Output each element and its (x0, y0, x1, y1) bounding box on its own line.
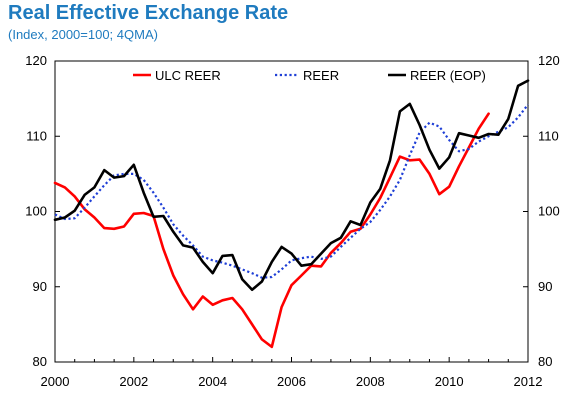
y-tick-label-left: 120 (25, 53, 47, 68)
y-tick-label-left: 100 (25, 204, 47, 219)
series-layer (53, 79, 530, 349)
x-tick-label: 2010 (435, 374, 464, 389)
y-axis-right: 80 90 100 110 120 (523, 53, 560, 369)
x-tick-label: 2012 (514, 374, 543, 389)
y-tick-label-right: 120 (538, 53, 560, 68)
legend: ULC REER REER REER (EOP) (133, 68, 486, 83)
x-tick-label: 2004 (198, 374, 227, 389)
x-tick-label: 2006 (277, 374, 306, 389)
y-tick-label-left: 110 (26, 128, 47, 143)
series-line-ulc-reer (53, 112, 490, 349)
x-tick-label: 2000 (41, 374, 70, 389)
x-tick-label: 2008 (356, 374, 385, 389)
legend-label: REER (EOP) (410, 68, 486, 83)
series-line-reer-eop (53, 79, 530, 292)
y-tick-label-left: 90 (33, 279, 47, 294)
y-tick-label-right: 100 (538, 204, 560, 219)
y-axis-left: 80 90 100 110 120 (25, 53, 60, 369)
legend-label: REER (303, 68, 339, 83)
x-tick-label: 2002 (119, 374, 148, 389)
plot-border (54, 60, 529, 363)
y-tick-label-right: 110 (538, 128, 559, 143)
y-tick-label-right: 80 (538, 354, 552, 369)
legend-label: ULC REER (155, 68, 221, 83)
series-line-reer (54, 103, 529, 279)
y-tick-label-left: 80 (33, 354, 47, 369)
y-tick-label-right: 90 (538, 279, 552, 294)
plot-area (54, 60, 529, 363)
chart-subtitle: (Index, 2000=100; 4QMA) (8, 27, 158, 42)
x-axis: 2000 2002 2004 2006 2008 2010 2012 (41, 357, 543, 389)
chart-title: Real Effective Exchange Rate (8, 2, 289, 24)
